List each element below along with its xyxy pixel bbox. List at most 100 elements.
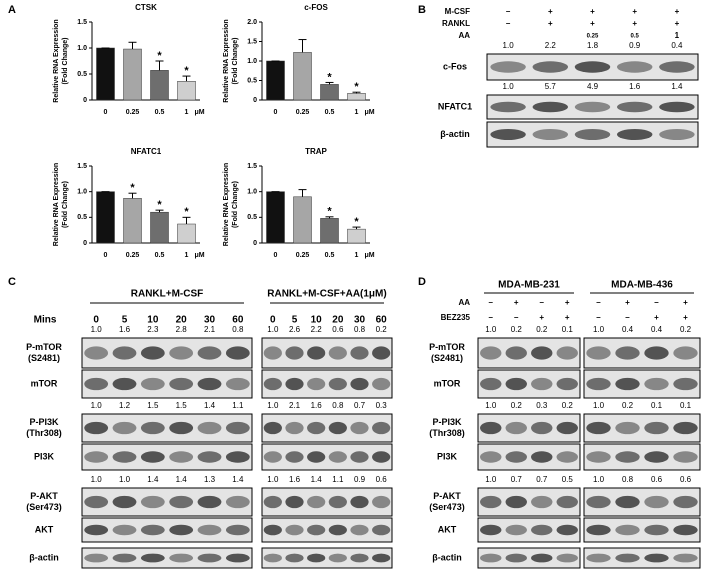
band — [644, 553, 669, 563]
panel-label: B — [418, 4, 426, 16]
x-tick-label: 1 — [355, 252, 359, 259]
quant-value: 1.4 — [176, 475, 188, 484]
band — [169, 421, 194, 435]
bar — [347, 228, 366, 244]
band — [505, 421, 527, 435]
bar — [293, 196, 312, 244]
y-tick-label: 0 — [253, 97, 257, 104]
quant-value: 0.2 — [680, 325, 692, 334]
quant-value: 1.6 — [119, 325, 131, 334]
band — [659, 129, 695, 140]
condition-sign: – — [596, 298, 601, 307]
blot-strip — [261, 443, 393, 471]
significance-star: * — [157, 199, 162, 211]
band — [532, 129, 569, 140]
x-tick-label: 0.25 — [296, 252, 310, 259]
y-tick-label: 0 — [253, 240, 257, 247]
band — [225, 553, 250, 563]
row-label: (S2481) — [28, 353, 60, 363]
band — [615, 451, 640, 463]
band — [140, 495, 165, 509]
band — [490, 101, 526, 113]
band — [263, 524, 282, 536]
band — [673, 421, 698, 435]
band — [644, 524, 669, 536]
y-tick-label: 1.5 — [247, 163, 257, 170]
quant-value: 1.4 — [204, 401, 216, 410]
band — [586, 421, 611, 435]
band — [574, 61, 611, 73]
quant-value: 0.6 — [332, 325, 344, 334]
condition-label: AA — [458, 298, 470, 307]
y-tick-label: 1.5 — [77, 163, 87, 170]
band — [350, 495, 369, 509]
bar — [96, 47, 115, 101]
row-label: β-actin — [440, 129, 470, 139]
row-label: P-AKT — [433, 491, 461, 501]
band — [531, 346, 553, 360]
quant-value: 0.1 — [680, 401, 692, 410]
blot-strip — [261, 413, 393, 443]
quant-value: 1.6 — [629, 82, 641, 91]
chart-title: CTSK — [135, 3, 157, 12]
condition-sign: + — [590, 19, 595, 28]
band — [372, 495, 391, 509]
y-axis-label: (Fold Change) — [232, 37, 239, 84]
condition-sign: – — [625, 313, 630, 322]
band — [531, 451, 553, 463]
band — [644, 495, 669, 509]
band — [556, 524, 578, 536]
band — [673, 495, 698, 509]
y-tick-label: 1.5 — [77, 19, 87, 26]
blot-strip — [81, 443, 253, 471]
band — [263, 421, 282, 435]
band — [480, 346, 502, 360]
band — [659, 61, 695, 73]
band — [328, 377, 347, 391]
significance-star: * — [130, 182, 135, 194]
blot-strip — [81, 487, 253, 517]
y-tick-label: 1.0 — [77, 45, 87, 52]
condition-sign: + — [548, 19, 553, 28]
bar — [266, 60, 285, 101]
quant-value: 2.3 — [147, 325, 159, 334]
band — [556, 346, 578, 360]
condition-sign: – — [506, 7, 511, 16]
band — [372, 451, 391, 463]
band — [372, 553, 391, 563]
band — [616, 101, 653, 113]
x-unit: μM — [365, 252, 375, 259]
band — [574, 101, 611, 113]
band — [197, 421, 222, 435]
band — [197, 524, 222, 536]
band — [307, 451, 326, 463]
band — [225, 451, 250, 463]
quant-value: 0.3 — [376, 401, 388, 410]
quant-value: 1.4 — [232, 475, 244, 484]
band — [480, 524, 502, 536]
time-label: 0 — [270, 315, 276, 326]
band — [615, 421, 640, 435]
band — [169, 524, 194, 536]
band — [328, 346, 347, 360]
condition-sign: + — [675, 19, 680, 28]
band — [616, 129, 653, 140]
row-label: P-PI3K — [29, 417, 59, 427]
y-tick-label: 0.5 — [247, 214, 257, 221]
band — [615, 377, 640, 391]
bar — [293, 52, 312, 101]
band — [480, 421, 502, 435]
group-label: RANKL+M-CSF — [131, 289, 204, 300]
condition-sign: – — [506, 19, 511, 28]
band — [586, 346, 611, 360]
quant-value: 1.0 — [593, 475, 605, 484]
row-label: (Ser473) — [26, 502, 62, 512]
quant-value: 0.8 — [354, 325, 366, 334]
x-tick-label: 0.5 — [155, 109, 165, 116]
x-tick-label: 0 — [104, 109, 108, 116]
band — [140, 553, 165, 563]
condition-sign: + — [548, 7, 553, 16]
band — [263, 553, 282, 563]
quant-value: 0.6 — [651, 475, 663, 484]
